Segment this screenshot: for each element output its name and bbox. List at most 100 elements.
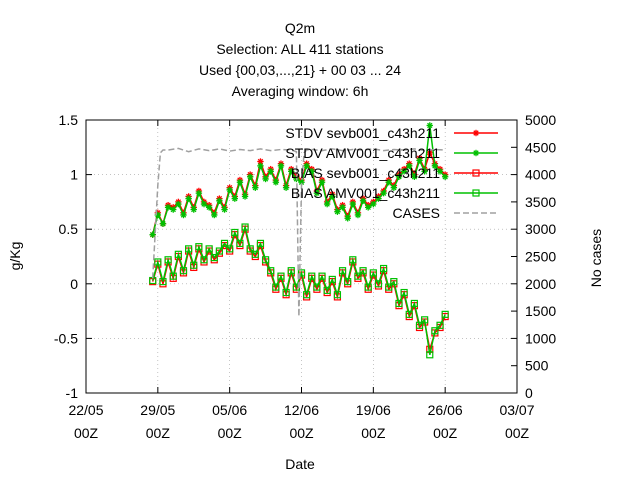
series-1-point-d2	[242, 193, 248, 200]
chart-title-line-1: Q2m	[285, 20, 315, 36]
series-1-point	[339, 204, 346, 211]
series-1-point-d2	[206, 204, 212, 211]
series-1-point	[375, 195, 382, 202]
series-1-point	[211, 211, 218, 219]
series-1-point	[436, 168, 444, 175]
series-1-point-d2	[334, 209, 341, 215]
series-3-point	[431, 327, 439, 335]
series-1-point	[390, 184, 398, 191]
series-1-point-d2	[237, 179, 243, 185]
x-tick-label-hour: 00Z	[146, 425, 171, 441]
series-1-point-d2	[288, 168, 294, 175]
series-3-point	[246, 245, 254, 253]
series-1-point	[200, 200, 208, 208]
series-3-point	[179, 267, 188, 275]
series-1-point-d2	[185, 195, 192, 202]
y-tick-label: -1	[66, 385, 79, 401]
series-1-point	[370, 200, 377, 208]
plot-area	[149, 122, 449, 359]
series-3-point	[415, 321, 424, 329]
legend: STDV sevb001_c43h211 STDV AMV001_c43h211 B…	[285, 125, 498, 221]
series-1-point	[323, 200, 331, 208]
series-4-line	[151, 147, 446, 317]
series-1-point	[431, 162, 439, 170]
series-1-point-d2	[401, 168, 407, 175]
series-3-point	[328, 275, 336, 284]
series-1-point	[421, 168, 428, 175]
series-1-point	[344, 215, 351, 222]
legend-label: BIAS AMV001_c43h211	[291, 185, 440, 201]
series-1-point-d2	[416, 157, 423, 164]
series-1-point	[441, 173, 449, 180]
series-0-point-d2	[427, 150, 433, 156]
series-1-point	[380, 189, 387, 197]
series-1-point	[216, 197, 223, 205]
series-3-line	[151, 224, 446, 355]
series-3-point	[359, 267, 367, 275]
y2-tick-label: 2500	[525, 249, 556, 265]
series-1-point	[267, 168, 274, 175]
series-1-point-d2	[324, 201, 330, 207]
series-3-point	[195, 243, 203, 251]
series-1-point-d2	[216, 198, 223, 204]
series-1-point	[241, 193, 249, 200]
series-1-point	[282, 184, 290, 191]
x-tick-label-date: 03/07	[499, 402, 534, 418]
series-1-point	[277, 162, 285, 170]
series-3-point	[308, 272, 316, 280]
legend-label: STDV AMV001_c43h211	[285, 145, 440, 161]
series-1-point-d2	[252, 185, 259, 191]
legend-label: BIAS sevb001_c43h211	[291, 165, 440, 181]
series-1-point-d2	[180, 212, 187, 218]
series-1-point	[175, 200, 182, 208]
series-1-point	[252, 184, 259, 191]
series-3-point	[236, 239, 244, 247]
x-tick-label-date: 19/06	[356, 402, 391, 418]
series-3-point	[251, 250, 259, 258]
series-1-point-d2	[329, 193, 335, 200]
series-1-point-d2	[175, 201, 182, 207]
series-1-point	[349, 200, 357, 208]
series-1-point-d2	[350, 201, 356, 207]
y2-tick-label: 500	[525, 358, 549, 374]
series-1-point	[313, 189, 321, 197]
series-3-point	[169, 272, 177, 280]
y-tick-label: 0	[70, 276, 78, 292]
x-tick-label-date: 22/05	[68, 402, 103, 418]
series-3-point	[226, 245, 234, 253]
series-1-point-d2	[278, 163, 284, 169]
series-1-point	[231, 195, 238, 202]
series-3-point	[231, 228, 239, 237]
series-1-point-d2	[303, 163, 310, 169]
series-1-point	[426, 122, 433, 129]
series-3-point	[338, 267, 347, 275]
series-3-point	[220, 239, 229, 247]
x-tick-label-date: 05/06	[212, 402, 247, 418]
series-1-point-d2	[201, 201, 207, 207]
series-1-point-d2	[309, 168, 315, 175]
series-1-point-d2	[391, 185, 397, 191]
y2-tick-label: 0	[525, 385, 533, 401]
y2-tick-label: 1000	[525, 330, 556, 346]
legend-marker-d2	[473, 130, 479, 136]
y2-tick-label: 3000	[525, 221, 556, 237]
x-tick-label-hour: 00Z	[289, 425, 314, 441]
series-1-point-d2	[411, 174, 418, 180]
series-1-point-d2	[339, 204, 346, 211]
series-3-point	[400, 288, 408, 297]
series-1-point	[406, 162, 413, 170]
series-4	[151, 147, 446, 317]
series-1-point-d2	[247, 174, 253, 180]
series-3-point	[405, 310, 413, 318]
series-3-point	[421, 316, 429, 324]
series-1-point	[400, 168, 408, 175]
x-tick-label-date: 29/05	[140, 402, 175, 418]
series-1-point-d2	[211, 212, 217, 218]
series-3-point	[441, 310, 449, 318]
series-3-point	[364, 283, 372, 291]
series-3-point	[374, 280, 383, 288]
series-1-point	[359, 197, 367, 205]
series-1-point	[303, 162, 310, 170]
series-3-point	[344, 278, 352, 286]
